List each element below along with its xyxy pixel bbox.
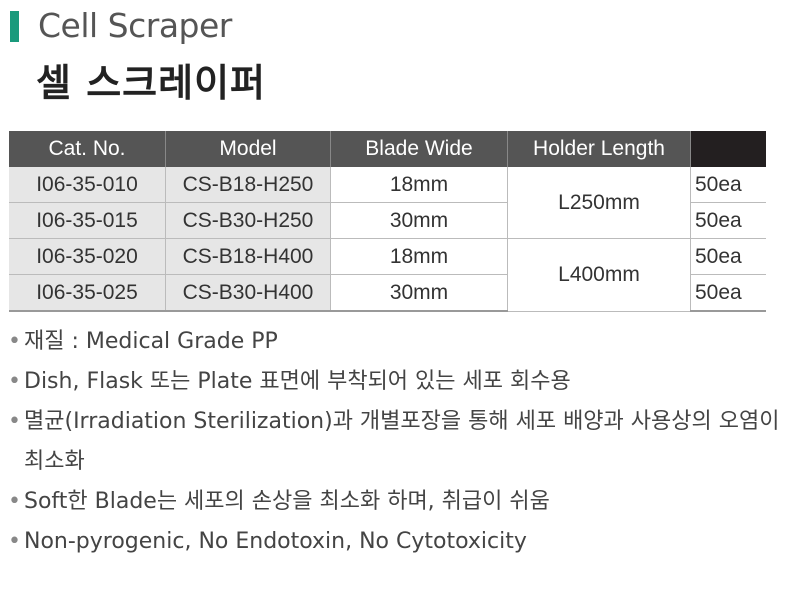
col-blade-wide: Blade Wide	[330, 131, 508, 167]
table-row: I06-35-010 CS-B18-H250 18mm L250mm 50ea	[9, 167, 766, 239]
holder-length: L400mm	[507, 238, 691, 312]
quantity: 50ea	[690, 274, 766, 312]
quantity: 50ea	[690, 202, 766, 239]
quantity: 50ea	[690, 167, 766, 203]
quantity: 50ea	[690, 238, 766, 275]
feature-item: 멸균(Irradiation Sterilization)과 개별포장을 통해 …	[8, 402, 798, 482]
cat-no: I06-35-010	[9, 167, 166, 203]
feature-item: Soft한 Blade는 세포의 손상을 최소화 하며, 취급이 쉬움	[8, 482, 798, 522]
cat-no: I06-35-015	[9, 202, 166, 239]
holder-length: L250mm	[507, 167, 691, 239]
table-header: Cat. No. Model Blade Wide Holder Length	[9, 131, 766, 167]
model: CS-B18-H250	[165, 167, 331, 203]
page-title-english: Cell Scraper	[38, 6, 232, 45]
model: CS-B30-H400	[165, 274, 331, 312]
blade-wide: 30mm	[330, 202, 508, 239]
feature-list: 재질 : Medical Grade PP Dish, Flask 또는 Pla…	[8, 322, 798, 562]
product-table: Cat. No. Model Blade Wide Holder Length …	[9, 131, 766, 312]
title-accent-bar	[10, 11, 19, 42]
feature-item: Non-pyrogenic, No Endotoxin, No Cytotoxi…	[8, 522, 798, 562]
page-title-korean: 셀 스크레이퍼	[36, 61, 266, 105]
feature-item: 재질 : Medical Grade PP	[8, 322, 798, 362]
model: CS-B18-H400	[165, 238, 331, 275]
table-row: I06-35-015 CS-B30-H250 30mm 50ea	[9, 202, 766, 239]
table-row: I06-35-020 CS-B18-H400 18mm L400mm 50ea	[9, 238, 766, 312]
blade-wide: 18mm	[330, 167, 508, 203]
blade-wide: 18mm	[330, 238, 508, 275]
col-holder-length: Holder Length	[507, 131, 691, 167]
table-row: I06-35-025 CS-B30-H400 30mm 50ea	[9, 274, 766, 312]
cat-no: I06-35-020	[9, 238, 166, 275]
cat-no: I06-35-025	[9, 274, 166, 312]
col-model: Model	[165, 131, 331, 167]
blade-wide: 30mm	[330, 274, 508, 312]
col-qty	[690, 131, 766, 167]
feature-item: Dish, Flask 또는 Plate 표면에 부착되어 있는 세포 회수용	[8, 362, 798, 402]
col-cat-no: Cat. No.	[9, 131, 166, 167]
model: CS-B30-H250	[165, 202, 331, 239]
